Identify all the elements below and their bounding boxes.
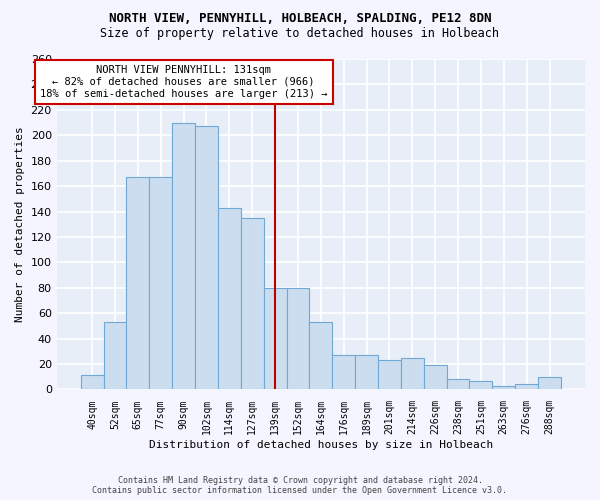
Bar	[80, 376, 104, 390]
Bar	[378, 360, 401, 390]
Text: Size of property relative to detached houses in Holbeach: Size of property relative to detached ho…	[101, 28, 499, 40]
Bar	[332, 355, 355, 390]
Bar	[149, 177, 172, 390]
Bar	[401, 358, 424, 390]
Bar	[355, 355, 378, 390]
Bar	[104, 322, 127, 390]
Bar	[127, 177, 149, 390]
Bar	[310, 322, 332, 390]
Bar	[515, 384, 538, 390]
Bar	[263, 288, 287, 390]
Bar	[241, 218, 263, 390]
Y-axis label: Number of detached properties: Number of detached properties	[15, 126, 25, 322]
X-axis label: Distribution of detached houses by size in Holbeach: Distribution of detached houses by size …	[149, 440, 493, 450]
Text: NORTH VIEW PENNYHILL: 131sqm
← 82% of detached houses are smaller (966)
18% of s: NORTH VIEW PENNYHILL: 131sqm ← 82% of de…	[40, 66, 328, 98]
Bar	[218, 208, 241, 390]
Bar	[469, 380, 493, 390]
Bar	[195, 126, 218, 390]
Text: Contains HM Land Registry data © Crown copyright and database right 2024.
Contai: Contains HM Land Registry data © Crown c…	[92, 476, 508, 495]
Bar	[538, 377, 561, 390]
Text: NORTH VIEW, PENNYHILL, HOLBEACH, SPALDING, PE12 8DN: NORTH VIEW, PENNYHILL, HOLBEACH, SPALDIN…	[109, 12, 491, 26]
Bar	[493, 386, 515, 390]
Bar	[446, 380, 469, 390]
Bar	[287, 288, 310, 390]
Bar	[424, 366, 446, 390]
Bar	[172, 122, 195, 390]
